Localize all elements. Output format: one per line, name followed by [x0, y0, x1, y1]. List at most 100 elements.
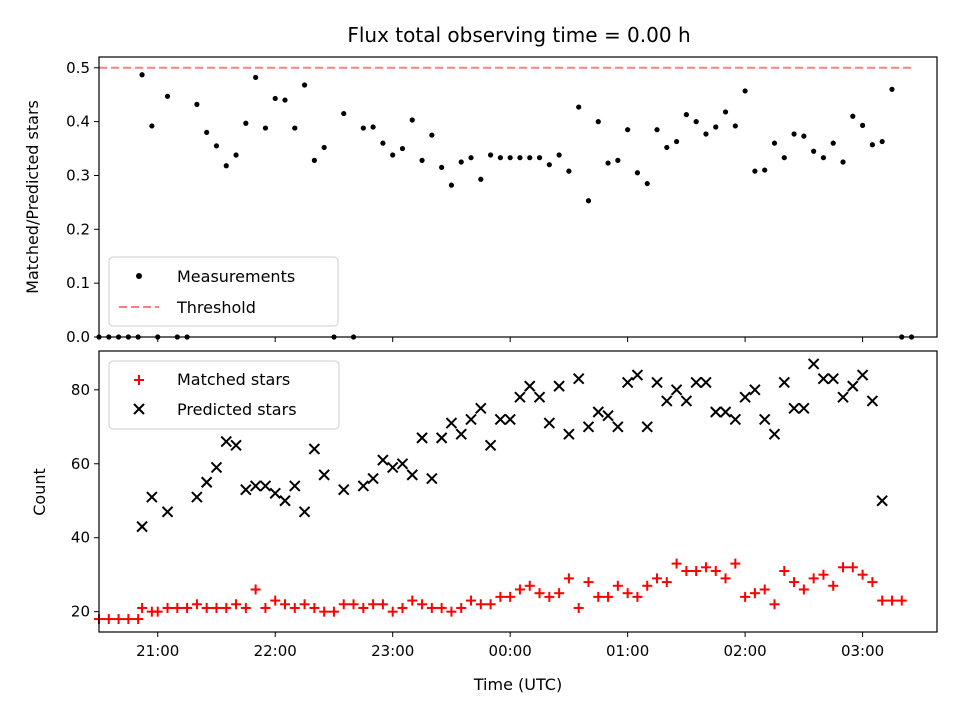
measurement-point — [634, 170, 641, 176]
measurement-point — [703, 131, 709, 137]
predicted-star-point — [847, 380, 859, 392]
measurement-point — [791, 131, 797, 137]
measurement-point — [213, 143, 220, 149]
predicted-star-point — [465, 413, 477, 426]
count-x-tick-label: 22:00 — [254, 642, 297, 660]
measurement-point — [859, 122, 866, 128]
predicted-star-point — [866, 395, 879, 407]
predicted-star-point — [445, 417, 458, 429]
predicted-star-point — [416, 432, 428, 444]
predicted-star-point — [230, 439, 242, 451]
predicted-star-point — [670, 384, 683, 396]
matched-star-point — [240, 602, 251, 613]
matched-star-point — [328, 606, 339, 617]
measurement-point — [321, 144, 327, 151]
matched-star-point — [182, 602, 193, 613]
matched-star-point — [671, 558, 682, 569]
matched-star-point — [397, 602, 408, 613]
predicted-star-point — [367, 472, 379, 485]
measurement-point — [585, 198, 592, 204]
matched-star-point — [309, 602, 320, 613]
measurement-point — [781, 155, 787, 161]
measurement-point — [576, 104, 582, 110]
measurement-point — [370, 124, 376, 130]
matched-star-point — [162, 602, 173, 613]
predicted-star-point — [396, 458, 409, 470]
matched-star-point — [358, 602, 369, 613]
measurement-point — [644, 180, 650, 187]
measurement-point — [722, 109, 729, 115]
measurement-point — [497, 155, 503, 161]
measurement-point — [830, 140, 836, 146]
predicted-star-point — [876, 495, 888, 507]
matched-star-point — [720, 573, 731, 584]
count-panel: 20 40 60 80 21:00 22:00 23:00 00:00 01:00 02:00 0… — [30, 350, 938, 694]
measurement-point — [869, 142, 875, 148]
predicted-star-point — [543, 417, 556, 429]
predicted-star-point — [582, 421, 595, 433]
ratio-panel-frame — [98, 56, 938, 338]
matched-star-point — [426, 602, 437, 613]
matched-star-point — [495, 591, 506, 602]
matched-star-point — [113, 614, 124, 625]
matched-star-point — [231, 599, 242, 610]
predicted-star-point — [563, 428, 575, 440]
predicted-star-point — [719, 406, 732, 418]
measurement-point — [311, 157, 317, 163]
predicted-star-point — [484, 439, 497, 451]
predicted-star-point — [249, 480, 262, 492]
predicted-star-point — [298, 506, 311, 518]
predicted-star-point — [602, 409, 614, 422]
predicted-star-point — [778, 376, 790, 389]
predicted-star-point — [504, 413, 516, 426]
measurement-point — [360, 125, 366, 131]
matched-star-point — [514, 584, 525, 595]
measurement-point — [507, 155, 513, 161]
matched-star-point — [818, 569, 829, 580]
measurement-point — [546, 162, 552, 168]
count-legend-box — [108, 360, 340, 430]
predicted-star-point — [146, 491, 158, 503]
measurement-point — [752, 168, 758, 174]
matched-star-point — [700, 562, 711, 573]
predicted-star-point — [136, 520, 148, 533]
ratio-legend: Measurements Threshold — [108, 256, 339, 327]
predicted-star-point — [220, 435, 232, 448]
ratio-y-tick-label: 0.3 — [66, 166, 90, 184]
matched-star-point — [475, 599, 486, 610]
matched-star-point — [289, 602, 300, 613]
measurement-point — [194, 101, 200, 107]
predicted-star-point — [524, 380, 536, 392]
matched-star-point — [867, 577, 878, 588]
ratio-y-tick-label: 0.4 — [66, 113, 90, 131]
matched-star-point — [838, 562, 849, 573]
matched-star-point — [603, 591, 614, 602]
matched-star-point — [407, 595, 418, 606]
predicted-star-point — [690, 376, 702, 389]
ratio-legend-box — [108, 256, 339, 327]
matched-star-point — [524, 580, 535, 591]
measurement-point — [458, 159, 464, 165]
predicted-star-point — [514, 391, 526, 403]
predicted-star-point — [827, 373, 839, 385]
count-y-tick-label: 20 — [71, 603, 90, 621]
measurement-point — [487, 152, 494, 158]
predicted-star-point — [426, 472, 438, 485]
measurement-point — [253, 74, 259, 81]
matched-star-point — [877, 595, 888, 606]
matched-star-point — [152, 606, 163, 617]
matched-star-point — [661, 577, 672, 588]
measurement-point — [664, 144, 670, 151]
matched-star-point — [211, 602, 222, 613]
legend-threshold-label: Threshold — [176, 298, 256, 317]
predicted-star-point — [749, 384, 761, 396]
measurement-point — [301, 82, 308, 88]
predicted-star-point — [377, 454, 389, 466]
matched-star-point — [387, 606, 398, 617]
measurement-point — [879, 138, 885, 145]
predicted-star-point — [592, 406, 604, 418]
measurement-point — [673, 138, 680, 145]
predicted-star-point — [641, 421, 653, 433]
count-y-tick-label: 40 — [71, 529, 90, 547]
matched-star-point — [270, 595, 281, 606]
